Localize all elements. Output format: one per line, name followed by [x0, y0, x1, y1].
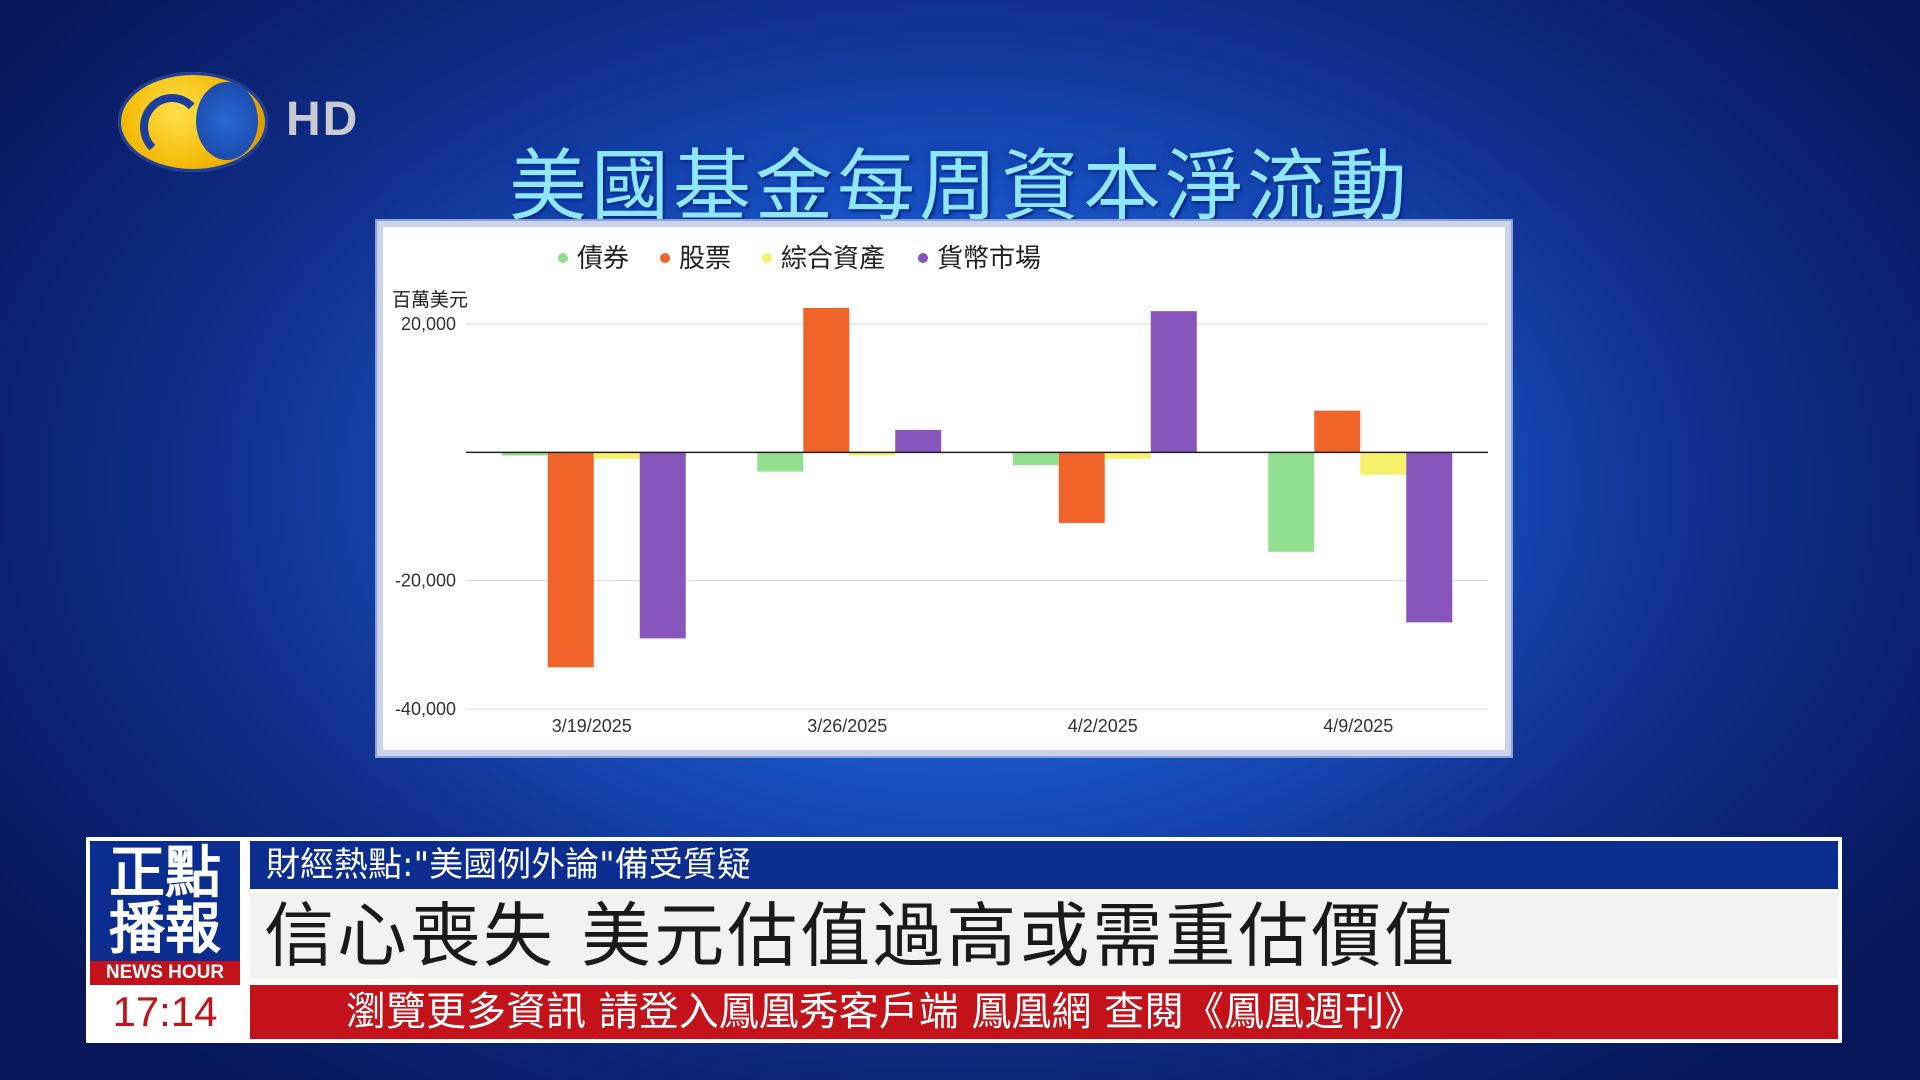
legend-marker [918, 253, 928, 263]
chart-bars [501, 307, 1453, 668]
legend-label: 股票 [679, 244, 731, 274]
phoenix-logo-icon [118, 72, 268, 172]
bar-股票-4/9/2025 [1314, 410, 1361, 453]
scrolling-ticker: 瀏覽更多資訊 請登入鳳凰秀客戶端 鳳凰網 查閱《鳳凰週刊》 [250, 985, 1838, 1039]
bar-貨幣市場-4/2/2025 [1150, 311, 1197, 453]
program-sub-label: NEWS HOUR [90, 961, 240, 985]
program-brand: 正點 播報 NEWS HOUR [90, 841, 240, 985]
chart-legend: 債券 股票 綜合資產 貨幣市場 [558, 244, 1041, 274]
bar-債券-3/19/2025 [501, 452, 548, 456]
y-tick-labels: 20,000 -20,000 -40,000 [395, 314, 456, 719]
page-title: 美國基金每周資本淨流動 [508, 142, 1411, 232]
chart-grid [466, 323, 1488, 710]
x-tick-label: 3/26/2025 [807, 716, 887, 736]
bar-貨幣市場-3/26/2025 [895, 429, 942, 453]
bar-chart: 債券 股票 綜合資產 貨幣市場 百萬美元 20,000 -20,000 -40,000 3… [392, 244, 1488, 736]
bar-債券-4/9/2025 [1268, 452, 1315, 552]
bar-貨幣市場-4/9/2025 [1406, 452, 1453, 623]
legend-label: 債券 [577, 244, 629, 274]
y-axis-label: 百萬美元 [392, 289, 468, 311]
channel-logo: HD [118, 72, 378, 182]
headline: 信心喪失 美元估值過高或需重估價值 [250, 893, 1838, 979]
legend-label: 綜合資產 [781, 244, 885, 274]
legend-marker [762, 253, 772, 263]
bar-綜合資產-3/26/2025 [849, 452, 896, 456]
hd-label: HD [286, 93, 360, 146]
chart-panel: 債券 股票 綜合資產 貨幣市場 百萬美元 20,000 -20,000 -40,000 3… [377, 221, 1511, 756]
y-tick-label: 20,000 [401, 314, 456, 334]
bar-綜合資產-4/9/2025 [1360, 452, 1407, 475]
bar-債券-4/2/2025 [1012, 452, 1059, 466]
legend-label: 貨幣市場 [937, 244, 1041, 274]
legend-marker [558, 253, 568, 263]
legend-marker [660, 253, 670, 263]
bar-綜合資產-3/19/2025 [593, 452, 640, 459]
x-tick-labels: 3/19/2025 3/26/2025 4/2/2025 4/9/2025 [552, 716, 1394, 736]
bar-股票-3/26/2025 [803, 307, 850, 453]
bar-貨幣市場-3/19/2025 [639, 452, 686, 639]
bar-股票-4/2/2025 [1058, 452, 1105, 523]
topic-bar: 財經熱點:"美國例外論"備受質疑 [250, 841, 1838, 889]
x-tick-label: 3/19/2025 [552, 716, 632, 736]
x-tick-label: 4/9/2025 [1323, 716, 1393, 736]
bar-債券-3/26/2025 [757, 452, 804, 472]
x-tick-label: 4/2/2025 [1068, 716, 1138, 736]
program-name-line1: 正點 [109, 841, 221, 906]
bar-股票-3/19/2025 [547, 452, 594, 668]
program-name-line2: 播報 [109, 897, 221, 962]
y-tick-label: -40,000 [395, 699, 456, 719]
y-tick-label: -20,000 [395, 571, 456, 591]
clock: 17:14 [90, 985, 240, 1039]
bar-綜合資產-4/2/2025 [1104, 452, 1151, 459]
